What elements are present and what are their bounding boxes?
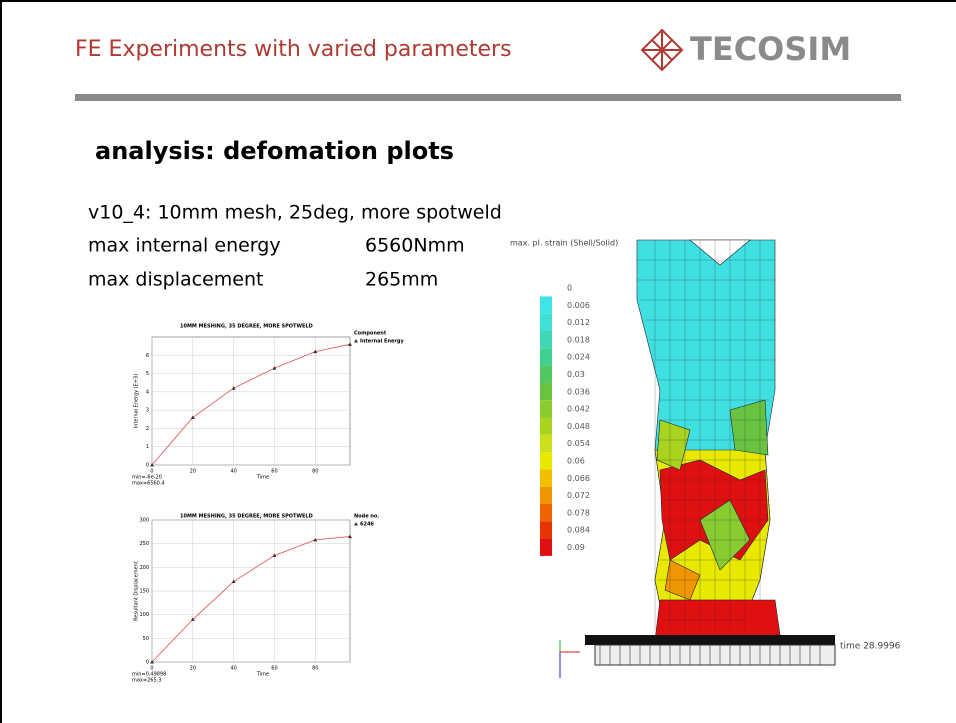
strain-level: 0.078	[567, 508, 590, 517]
x-tick-label: 20	[190, 469, 196, 475]
y-tick-label: 6	[146, 353, 149, 359]
slide: FE Experiments with varied parameters TE…	[0, 0, 956, 723]
logo-text: TECOSIM	[690, 30, 851, 68]
strain-swatch	[540, 539, 552, 556]
x-tick-label: 80	[312, 469, 318, 475]
x-tick-label: 40	[230, 469, 236, 475]
strain-level: 0.072	[567, 491, 590, 500]
y-tick-label: 4	[146, 389, 149, 395]
strain-swatch	[540, 331, 552, 348]
header-title: FE Experiments with varied parameters	[75, 37, 512, 62]
legend-entry: 6246	[360, 522, 374, 528]
y-tick-label: 1	[146, 444, 149, 450]
subtitle: analysis: defomation plots	[95, 137, 454, 165]
y-tick-label: 150	[139, 589, 149, 595]
y-tick-label: 300	[139, 518, 149, 524]
x-tick-label: 20	[190, 666, 196, 672]
strain-level: 0.024	[567, 353, 590, 362]
strain-swatch	[540, 314, 552, 331]
strain-swatch	[540, 504, 552, 521]
y-tick-label: 0	[146, 463, 149, 469]
info-value: 265mm	[365, 269, 438, 291]
strain-level: 0.018	[567, 335, 590, 344]
strain-level: 0.048	[567, 422, 590, 431]
x-tick-label: 40	[230, 666, 236, 672]
strain-swatch	[540, 469, 552, 486]
y-tick-label: 100	[139, 612, 149, 618]
header-bar	[75, 94, 901, 101]
info-label: max internal energy	[88, 235, 281, 257]
strain-swatch	[540, 435, 552, 452]
slide-canvas: FE Experiments with varied parameters TE…	[0, 0, 956, 723]
variant: v10_4: 10mm mesh, 25deg, more spotweld	[88, 202, 502, 224]
strain-level: 0.06	[567, 457, 585, 466]
legend-entry: Internal Energy	[360, 339, 404, 345]
strain-legend-title: max. pl. strain (Shell/Solid)	[510, 239, 618, 248]
strain-level: 0.084	[567, 526, 590, 535]
y-tick-label: 250	[139, 541, 149, 547]
strain-swatch	[540, 452, 552, 469]
strain-level: 0.012	[567, 318, 590, 327]
strain-level: 0.054	[567, 439, 590, 448]
y-axis-label: Resultant Displacement	[134, 561, 140, 621]
legend-title: Node no.	[354, 514, 379, 520]
time-label: time 28.9996	[840, 642, 901, 652]
y-tick-label: 0	[146, 660, 149, 666]
chart-title: 10MM MESHING, 35 DEGREE, MORE SPOTWELD	[180, 514, 313, 520]
strain-swatch	[540, 521, 552, 538]
strain-swatch	[540, 366, 552, 383]
x-tick-label: 60	[271, 666, 277, 672]
x-tick-label: 60	[271, 469, 277, 475]
plate	[585, 635, 835, 645]
plot-area	[152, 337, 350, 465]
strain-swatch	[540, 383, 552, 400]
chart-title: 10MM MESHING, 35 DEGREE, MORE SPOTWELD	[180, 324, 313, 330]
strain-level: 0.03	[567, 370, 585, 379]
strain-level: 0.042	[567, 405, 590, 414]
strain-level: 0	[567, 284, 572, 293]
x-axis-label: Time	[256, 475, 269, 481]
plate-mesh	[595, 645, 835, 665]
y-tick-label: 2	[146, 426, 149, 432]
strain-level: 0.036	[567, 387, 590, 396]
strain-swatch	[540, 418, 552, 435]
strain-swatch	[540, 400, 552, 417]
strain-swatch	[540, 348, 552, 365]
y-axis-label: Internal Energy (E+3)	[134, 374, 140, 428]
strain-level: 0.09	[567, 543, 585, 552]
y-tick-label: 50	[143, 636, 149, 642]
chart-note: max=265.3	[132, 678, 161, 684]
info-value: 6560Nmm	[365, 235, 465, 257]
strain-level: 0.066	[567, 474, 590, 483]
strain-swatch	[540, 296, 552, 313]
y-tick-label: 200	[139, 565, 149, 571]
legend-title: Component	[354, 331, 387, 337]
chart-note: max=6560.4	[132, 481, 165, 487]
info-label: max displacement	[88, 269, 263, 291]
y-tick-label: 3	[146, 408, 149, 414]
y-tick-label: 5	[146, 371, 149, 377]
strain-swatch	[540, 487, 552, 504]
x-axis-label: Time	[256, 672, 269, 678]
x-tick-label: 80	[312, 666, 318, 672]
strain-level: 0.006	[567, 301, 590, 310]
